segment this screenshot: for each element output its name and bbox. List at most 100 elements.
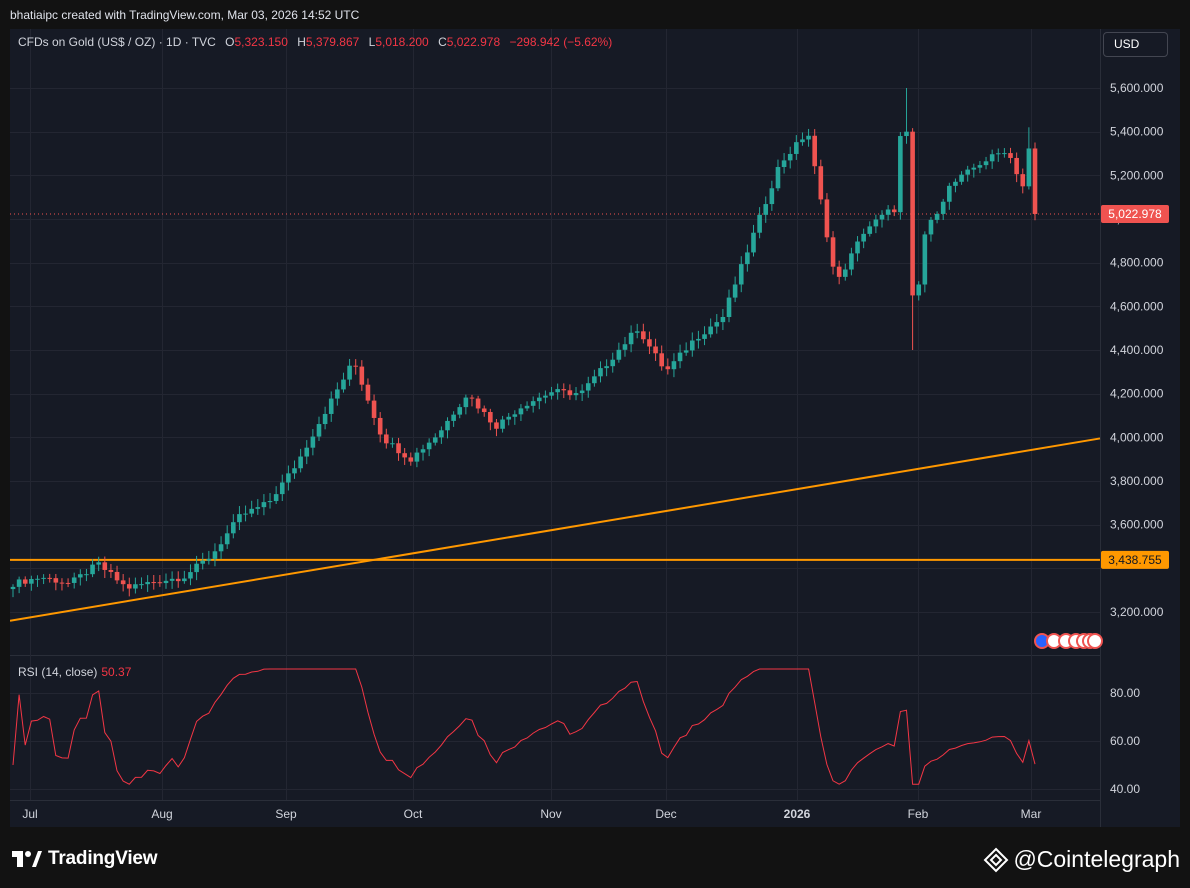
candle-body [212, 551, 218, 559]
close-label: C [438, 35, 447, 49]
candle-body [71, 577, 77, 583]
price-tick-label: 4,000.000 [1110, 430, 1164, 444]
candle-body [200, 560, 206, 564]
time-tick-label: Sep [275, 807, 297, 821]
rising-trendline [10, 437, 1101, 622]
price-chart[interactable]: Jul Aug Sep Oct Nov Dec 2026 Feb Mar 3,200.000 3,6… [10, 29, 1180, 827]
candle-body [842, 269, 848, 277]
candle-body [622, 344, 628, 350]
candle-body [182, 578, 187, 582]
candle-body [800, 139, 805, 143]
candle-body [628, 332, 634, 345]
candle-body [947, 185, 952, 202]
rsi-value: 50.37 [101, 665, 132, 679]
open-value: 5,323.150 [234, 35, 288, 49]
candle-body [255, 507, 261, 509]
candle-body [647, 339, 652, 347]
rsi-pane [12, 668, 1036, 785]
candle-body [904, 131, 909, 137]
candle-body [940, 201, 946, 214]
candle-body [512, 414, 518, 417]
candle-body [439, 430, 444, 438]
candle-body [634, 331, 640, 333]
candle-body [794, 142, 799, 154]
candle-body [488, 412, 493, 423]
candle-body [953, 181, 958, 186]
time-tick-label: Oct [404, 807, 423, 821]
candle-body [279, 482, 285, 495]
candle-body [169, 578, 175, 581]
high-label: H [297, 35, 306, 49]
time-tick-label: Mar [1021, 807, 1042, 821]
low-value: 5,018.200 [375, 35, 429, 49]
candle-body [341, 379, 346, 390]
candle-body [824, 199, 830, 238]
candle-body [855, 241, 860, 254]
rsi-legend: RSI (14, close) 50.37 [18, 665, 131, 679]
candle-body [659, 353, 664, 367]
chart-area[interactable]: Jul Aug Sep Oct Nov Dec 2026 Feb Mar 3,200.000 3,6… [10, 29, 1180, 827]
candle-body [555, 389, 560, 393]
candle-body [108, 569, 114, 572]
time-tick-label: 2026 [784, 807, 811, 821]
candle-body [781, 160, 787, 168]
candle-body [549, 392, 554, 396]
candle-body [934, 213, 940, 220]
candle-body [1032, 148, 1038, 214]
rsi-tick-label: 60.00 [1110, 734, 1140, 748]
candles [10, 88, 1038, 598]
candle-body [390, 443, 395, 445]
candle-body [310, 436, 316, 448]
candle-body [579, 390, 585, 394]
candle-body [922, 234, 928, 285]
candle-body [133, 584, 138, 589]
candle-body [316, 424, 322, 437]
candle-body [359, 366, 365, 385]
candle-body [16, 579, 22, 587]
time-tick-label: Feb [908, 807, 929, 821]
close-value: 5,022.978 [446, 35, 501, 49]
high-value: 5,379.867 [305, 35, 360, 49]
candle-body [849, 253, 854, 270]
time-tick-label: Nov [540, 807, 561, 821]
candle-body [139, 584, 144, 586]
candle-body [530, 401, 536, 406]
price-tick-label: 5,400.000 [1110, 125, 1164, 139]
candle-body [585, 383, 591, 391]
candle-body [757, 214, 762, 233]
currency-button[interactable]: USD [1103, 32, 1168, 57]
candle-body [769, 188, 775, 205]
candle-body [53, 578, 59, 583]
candle-body [738, 264, 744, 285]
candle-body [536, 397, 542, 402]
candle-body [475, 398, 481, 409]
candle-body [683, 350, 689, 353]
price-tick-label: 4,200.000 [1110, 387, 1164, 401]
candle-body [671, 361, 677, 370]
time-tick-label: Jul [22, 807, 37, 821]
candle-body [402, 453, 407, 458]
tradingview-brand: TradingView [48, 848, 158, 869]
candle-body [188, 572, 193, 579]
candle-body [145, 582, 150, 585]
candle-body [426, 442, 432, 450]
candle-body [304, 447, 310, 457]
candle-body [414, 452, 420, 462]
economic-event-icon [1087, 633, 1103, 649]
candle-body [959, 174, 964, 182]
candle-body [432, 437, 438, 443]
candle-body [267, 501, 273, 503]
candle-body [84, 574, 89, 576]
candle-body [708, 326, 713, 335]
candle-body [598, 368, 603, 377]
candle-body [696, 338, 701, 341]
time-tick-label: Aug [151, 807, 172, 821]
candle-body [665, 366, 671, 370]
rsi-line [12, 668, 1036, 785]
candle-body [347, 365, 352, 380]
candle-body [806, 135, 811, 140]
candle-body [206, 558, 212, 561]
time-tick-label: Dec [655, 807, 676, 821]
candle-body [298, 456, 303, 469]
candle-body [995, 153, 1001, 155]
